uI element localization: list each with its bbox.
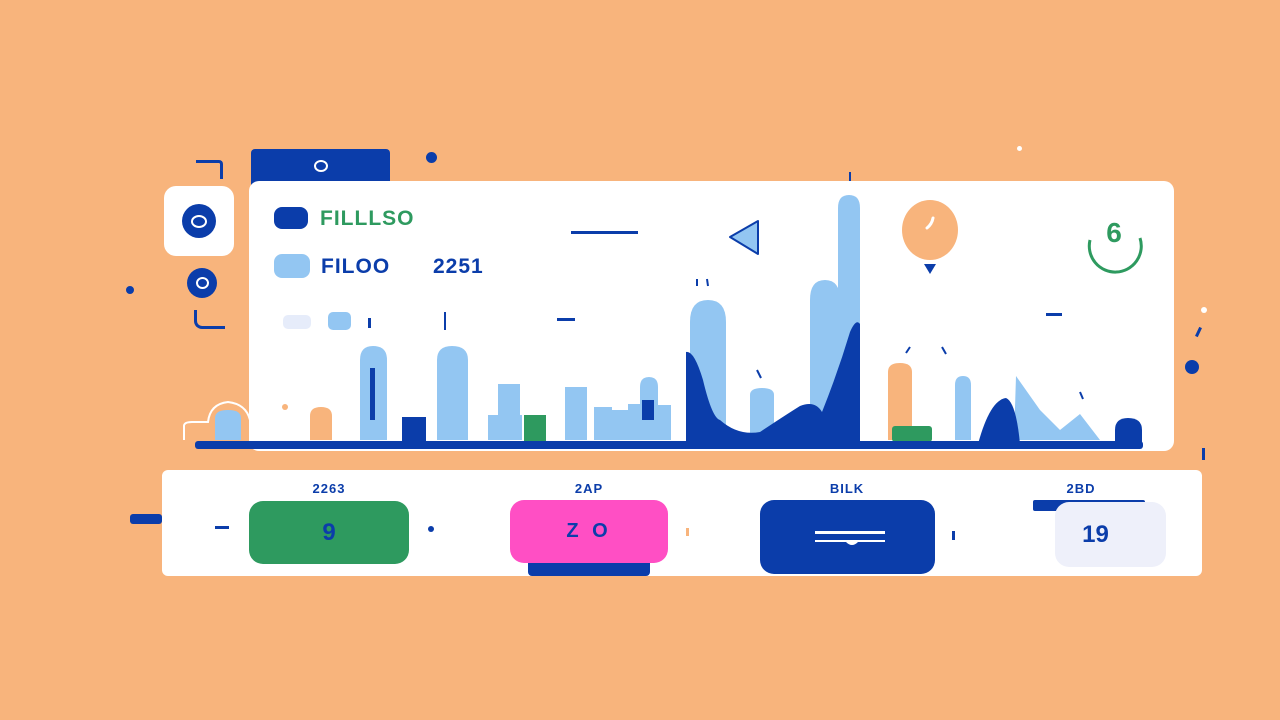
stat-button-2[interactable]: Z O bbox=[510, 500, 668, 563]
stat-button-1[interactable]: 9 bbox=[249, 501, 409, 564]
side-card[interactable] bbox=[164, 186, 234, 256]
legend-swatch-3 bbox=[283, 315, 311, 329]
tick-mark bbox=[215, 526, 229, 529]
bracket-bottom bbox=[194, 310, 225, 329]
equals-icon bbox=[815, 531, 885, 545]
ring-small-icon[interactable] bbox=[187, 268, 217, 298]
decor-dot bbox=[126, 286, 134, 294]
play-back-icon bbox=[729, 220, 759, 255]
top-tab[interactable] bbox=[251, 149, 390, 187]
badge-number: 6 bbox=[1106, 217, 1122, 248]
decor-dot bbox=[428, 526, 434, 532]
stat-label-1: 2263 bbox=[312, 481, 346, 496]
stat-value-1: 9 bbox=[322, 518, 336, 546]
decor-dash bbox=[1202, 448, 1205, 460]
legend-value: 2251 bbox=[433, 255, 484, 278]
legend-swatch-1 bbox=[274, 207, 308, 229]
legend-label-1: FILLLSO bbox=[320, 207, 415, 230]
stat-value-4: 19 bbox=[1082, 520, 1109, 548]
tick-mark bbox=[952, 531, 955, 540]
tick-mark bbox=[686, 528, 689, 536]
tick-mark bbox=[368, 318, 371, 328]
tick-mark bbox=[1046, 313, 1062, 316]
legend-label-2: FILOO bbox=[321, 255, 391, 278]
location-pin-icon bbox=[902, 200, 958, 274]
stat-label-3: BILK bbox=[829, 481, 865, 496]
decor-dot bbox=[1201, 307, 1207, 313]
band-left-tab bbox=[130, 514, 162, 524]
header-rule bbox=[571, 231, 638, 234]
tick-mark bbox=[444, 312, 446, 330]
legend-swatch-4 bbox=[328, 312, 351, 330]
decor-dot bbox=[1017, 146, 1022, 151]
legend-swatch-2 bbox=[274, 254, 310, 278]
ring-icon bbox=[182, 204, 216, 238]
stat-label-4: 2BD bbox=[1066, 481, 1096, 496]
stat-button-4[interactable]: 19 bbox=[1055, 502, 1166, 567]
decor-dot bbox=[1185, 360, 1199, 374]
stat-label-2: 2AP bbox=[574, 481, 604, 496]
decor-dot bbox=[426, 152, 437, 163]
circle-badge-icon bbox=[1087, 237, 1143, 274]
decor-dash bbox=[849, 172, 851, 183]
bracket-top bbox=[196, 160, 223, 179]
stat-underline-2 bbox=[528, 562, 650, 576]
stat-button-3[interactable] bbox=[760, 500, 935, 574]
tick-mark bbox=[557, 318, 575, 321]
tab-ring-icon bbox=[313, 160, 328, 172]
stat-value-2: Z O bbox=[566, 520, 612, 542]
